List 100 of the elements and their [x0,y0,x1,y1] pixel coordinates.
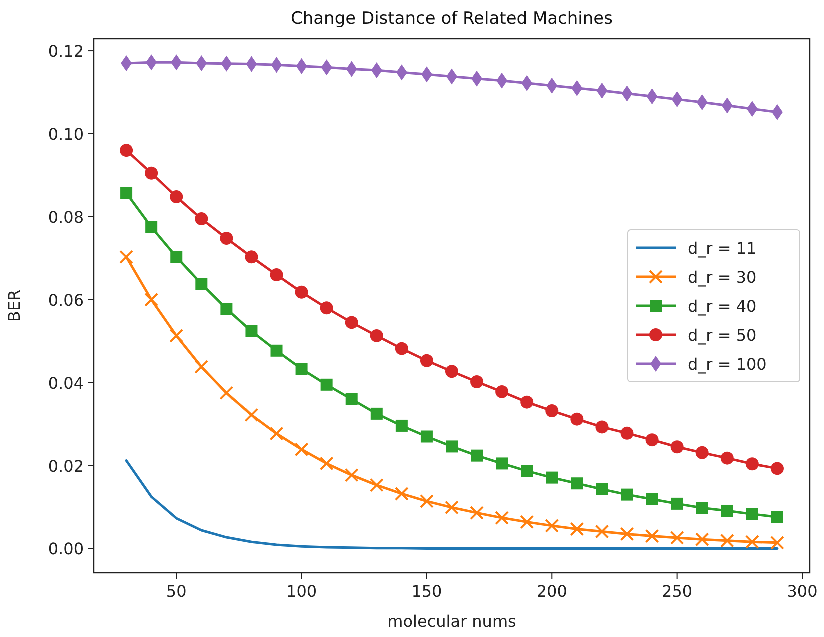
point [546,404,559,418]
point [496,385,509,398]
point [570,522,584,536]
legend-label: d_r = 50 [688,326,757,345]
point [346,393,358,406]
y-tick-label: 0.10 [48,124,84,144]
point [245,250,258,264]
point [645,529,660,544]
point [196,278,208,290]
point [170,328,184,343]
point [746,508,758,520]
point [420,354,434,368]
point [194,360,209,374]
line-series [125,460,779,550]
point [671,498,684,510]
point [146,221,158,234]
point [396,420,408,432]
point [370,478,384,492]
y-tick-label: 0.08 [48,208,84,227]
point [120,144,134,158]
point [721,504,734,517]
y-axis-title: BER [5,290,24,322]
point [521,465,534,478]
point [220,303,233,316]
point [520,515,534,530]
x-tick-label: 50 [166,582,187,601]
point [770,462,784,476]
point [120,250,134,264]
point [596,483,608,496]
x-axis-title: molecular nums [388,612,516,631]
y-tick-label: 0.12 [48,42,84,62]
x-tick-label: 100 [286,582,318,601]
point [646,493,658,506]
point [470,506,484,520]
point [446,365,458,378]
point [294,442,309,457]
y-tick-label: 0.04 [48,374,84,393]
point [495,511,510,526]
legend-label: d_r = 30 [688,268,757,287]
point [244,408,259,422]
point [170,251,183,264]
point [420,430,433,443]
point [220,386,234,400]
chart-title: Change Distance of Related Machines [290,9,614,29]
point [420,494,434,508]
point [320,456,334,471]
point [195,212,208,226]
point [446,440,458,453]
point [470,376,484,389]
point [696,446,709,460]
point [771,511,784,524]
point [720,534,734,548]
point [320,378,333,391]
point [520,396,534,409]
point [344,468,359,482]
point [246,325,258,338]
point [670,440,684,454]
x-tick-label: 300 [787,582,818,601]
point [546,472,558,484]
point [170,190,184,204]
point [621,488,634,501]
point [545,518,560,533]
point [770,536,784,550]
point [145,166,158,180]
point [270,268,284,282]
point [394,486,409,501]
y-tick-label: 0.06 [48,290,84,310]
point [445,500,459,515]
point [596,420,609,434]
point [620,527,634,542]
legend-label: d_r = 11 [688,239,757,258]
x-tick-label: 250 [662,582,693,601]
point [370,408,383,420]
point [646,434,659,447]
point [270,344,283,357]
point [295,286,308,299]
point [570,412,584,426]
point [496,458,508,470]
y-tick-label: 0.00 [48,540,84,559]
point [620,426,634,440]
point [370,329,384,342]
point [296,363,308,376]
point [571,478,584,490]
point [120,187,133,200]
point [345,316,358,330]
point [746,458,759,471]
point [320,302,334,315]
point [745,535,760,550]
point [720,452,734,465]
x-tick-label: 150 [412,582,442,601]
point [220,232,234,245]
point [471,450,484,462]
point [695,532,710,547]
y-tick-label: 0.02 [48,456,84,476]
point [670,530,684,545]
point [270,426,284,441]
point [595,524,610,539]
x-tick-label: 200 [536,582,568,601]
point [696,502,708,514]
point [144,292,159,307]
